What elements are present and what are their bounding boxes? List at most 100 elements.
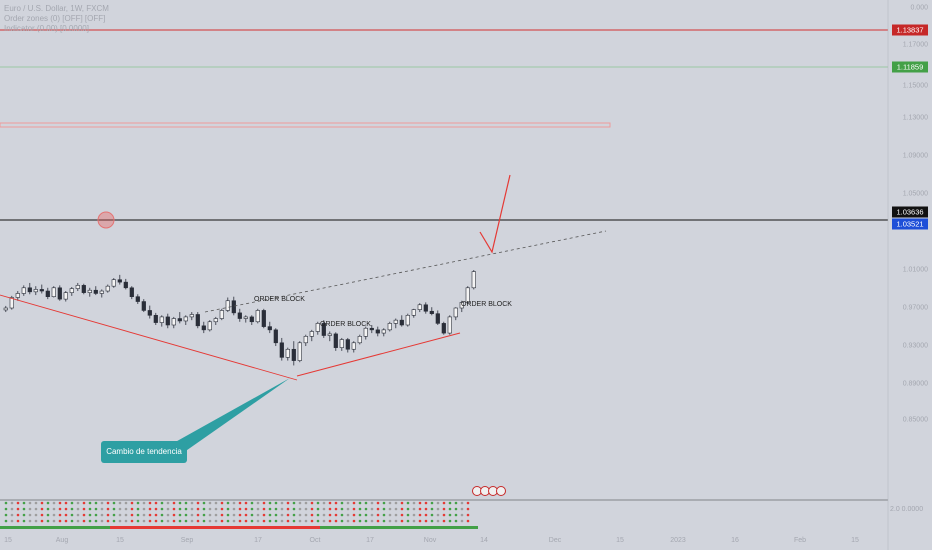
candle-down (135, 296, 140, 302)
time-axis-label: 15 (116, 537, 124, 544)
indicator-dot (280, 513, 284, 517)
indicator-dot (316, 519, 320, 523)
indicator-dot (364, 513, 368, 517)
candle-down (129, 287, 134, 297)
indicator-dot (352, 519, 356, 523)
indicator-dot (190, 519, 194, 523)
indicator-dot (250, 501, 254, 505)
indicator-dot (46, 513, 50, 517)
candle-up (327, 333, 332, 336)
candle-up (213, 318, 218, 323)
indicator-dot (448, 501, 452, 505)
candle (321, 320, 326, 338)
candle-up (303, 336, 308, 344)
indicator-dot (214, 507, 218, 511)
indicator-dot (160, 507, 164, 511)
indicator-dot (274, 519, 278, 523)
candle-up (453, 307, 458, 318)
indicator-dot (316, 507, 320, 511)
indicator-dot (424, 513, 428, 517)
indicator-dot (376, 519, 380, 523)
event-flag-icon (496, 486, 506, 496)
price-tag: 1.11859 (892, 61, 928, 73)
candle (3, 305, 8, 313)
indicator-dot (238, 501, 242, 505)
indicator-dot (256, 513, 260, 517)
candle (261, 308, 266, 329)
price-axis-label: 0.89000 (902, 380, 928, 388)
indicator-dot (460, 513, 464, 517)
candle-down (249, 316, 254, 323)
indicator-dot (400, 519, 404, 523)
candle (417, 303, 422, 313)
indicator-dot (178, 507, 182, 511)
candle (105, 284, 110, 293)
time-axis[interactable]: 15 Aug 15 Sep 17 Oct 17 Nov 14 Dec 15 2023 16 Feb 15 (0, 534, 888, 550)
price-axis-label: 0.000 (910, 4, 928, 12)
indicator-dot (232, 501, 236, 505)
trend-change-callout[interactable]: Cambio de tendencia (101, 441, 187, 463)
indicator-dot (388, 513, 392, 517)
indicator-dot (118, 501, 122, 505)
price-axis-label: 0.97000 (902, 304, 928, 312)
candle (393, 318, 398, 329)
candle-down (441, 323, 446, 334)
indicator-dot (250, 513, 254, 517)
candle-down (27, 287, 32, 293)
indicator-dot (166, 501, 170, 505)
time-axis-label: 15 (851, 537, 859, 544)
time-axis-label: 16 (731, 537, 739, 544)
indicator-dot (388, 507, 392, 511)
indicator-dot (130, 519, 134, 523)
downtrend-line (0, 294, 298, 381)
indicator-dot (466, 519, 470, 523)
indicator-dot (274, 513, 278, 517)
indicator-dot (148, 513, 152, 517)
candle (411, 308, 416, 318)
indicator-dot (406, 501, 410, 505)
candle (351, 341, 356, 353)
indicator-dot (22, 513, 26, 517)
candle-up (243, 316, 248, 319)
candle (63, 291, 68, 302)
indicator-dot (280, 519, 284, 523)
indicator-dot (16, 519, 20, 523)
price-axis[interactable]: 0.000 1.17000 1.15000 1.13000 1.09000 1.05000… (888, 0, 932, 512)
time-axis-label: Nov (423, 537, 437, 544)
indicator-dot (172, 513, 176, 517)
candle (327, 331, 332, 342)
indicator-dot (358, 501, 362, 505)
indicator-dot (370, 507, 374, 511)
price-axis-label: 1.09000 (902, 152, 928, 160)
indicator-dot (430, 519, 434, 523)
order-block-label: ORDER BLOCK (461, 301, 512, 308)
indicator-dot (370, 519, 374, 523)
indicator-dot (4, 519, 8, 523)
indicator-dot (166, 519, 170, 523)
indicator-dot (112, 513, 116, 517)
time-axis-label: 15 (616, 537, 624, 544)
indicator-dot (4, 501, 8, 505)
indicator-dot (400, 513, 404, 517)
candle (117, 274, 122, 285)
price-axis-label: 1.01000 (902, 266, 928, 274)
indicator-dot (412, 513, 416, 517)
indicator-dot (292, 501, 296, 505)
indicator-bar-red (0, 526, 478, 529)
indicator-dot (100, 501, 104, 505)
candle-down (333, 333, 338, 348)
indicator-dot (166, 507, 170, 511)
indicator-dot (70, 513, 74, 517)
indicator-dot (292, 513, 296, 517)
indicator-dot (196, 519, 200, 523)
candle-up (285, 348, 290, 358)
indicator-dot (220, 507, 224, 511)
indicator-dot (394, 513, 398, 517)
indicator-dot (376, 501, 380, 505)
indicator-dot (388, 519, 392, 523)
candle-up (411, 309, 416, 316)
indicator-dot (196, 501, 200, 505)
indicator-dot (202, 513, 206, 517)
candle-down (45, 290, 50, 297)
